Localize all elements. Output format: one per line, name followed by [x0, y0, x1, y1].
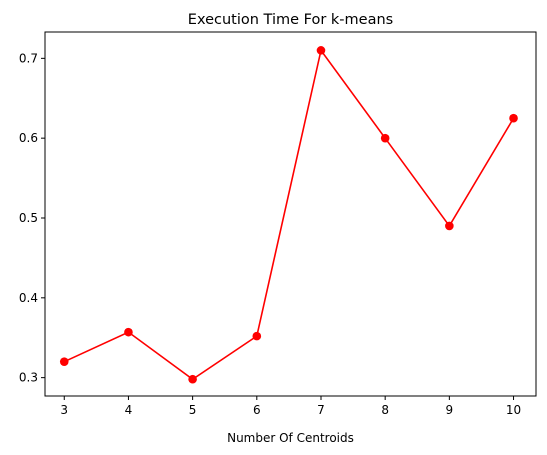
y-tick-label: 0.3 [19, 371, 38, 385]
data-point [188, 374, 197, 384]
y-axis: 0.3 0.4 0.5 0.6 0.7 [19, 51, 45, 385]
x-tick-label: 6 [253, 403, 261, 417]
chart-title: Execution Time For k-means [188, 12, 393, 28]
plot-area [44, 31, 537, 397]
data-point [509, 113, 518, 123]
x-tick-label: 7 [317, 403, 325, 417]
x-tick-label: 3 [60, 403, 68, 417]
x-axis-label: Number Of Centroids [227, 431, 354, 445]
x-tick-label: 9 [446, 403, 454, 417]
x-tick-label: 5 [189, 403, 197, 417]
x-axis: 3 4 5 6 7 8 9 10 [60, 396, 521, 417]
data-point [316, 46, 326, 55]
x-tick-label: 4 [125, 403, 133, 417]
data-point [124, 327, 133, 337]
series-line [63, 48, 515, 381]
data-point [380, 133, 390, 143]
y-tick-label: 0.7 [19, 51, 38, 65]
y-tick-label: 0.4 [19, 291, 38, 305]
y-tick-label: 0.5 [19, 211, 38, 225]
x-tick-label: 8 [381, 403, 389, 417]
x-tick-label: 10 [506, 403, 521, 417]
data-point [59, 357, 69, 366]
y-tick-label: 0.6 [19, 131, 38, 145]
data-point [252, 331, 262, 341]
series-layer [59, 46, 518, 384]
data-point [445, 221, 454, 231]
